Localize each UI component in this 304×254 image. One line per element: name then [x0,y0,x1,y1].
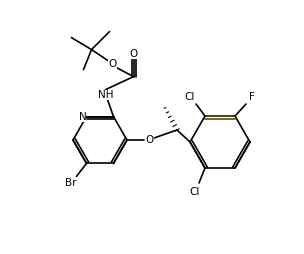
Text: F: F [249,92,255,102]
Text: N: N [79,112,86,122]
Text: NH: NH [98,90,113,100]
Text: O: O [146,135,154,145]
Text: Br: Br [65,178,76,188]
Text: O: O [130,49,138,59]
Text: O: O [108,59,117,69]
Text: Cl: Cl [190,187,200,197]
Text: Cl: Cl [185,92,195,102]
